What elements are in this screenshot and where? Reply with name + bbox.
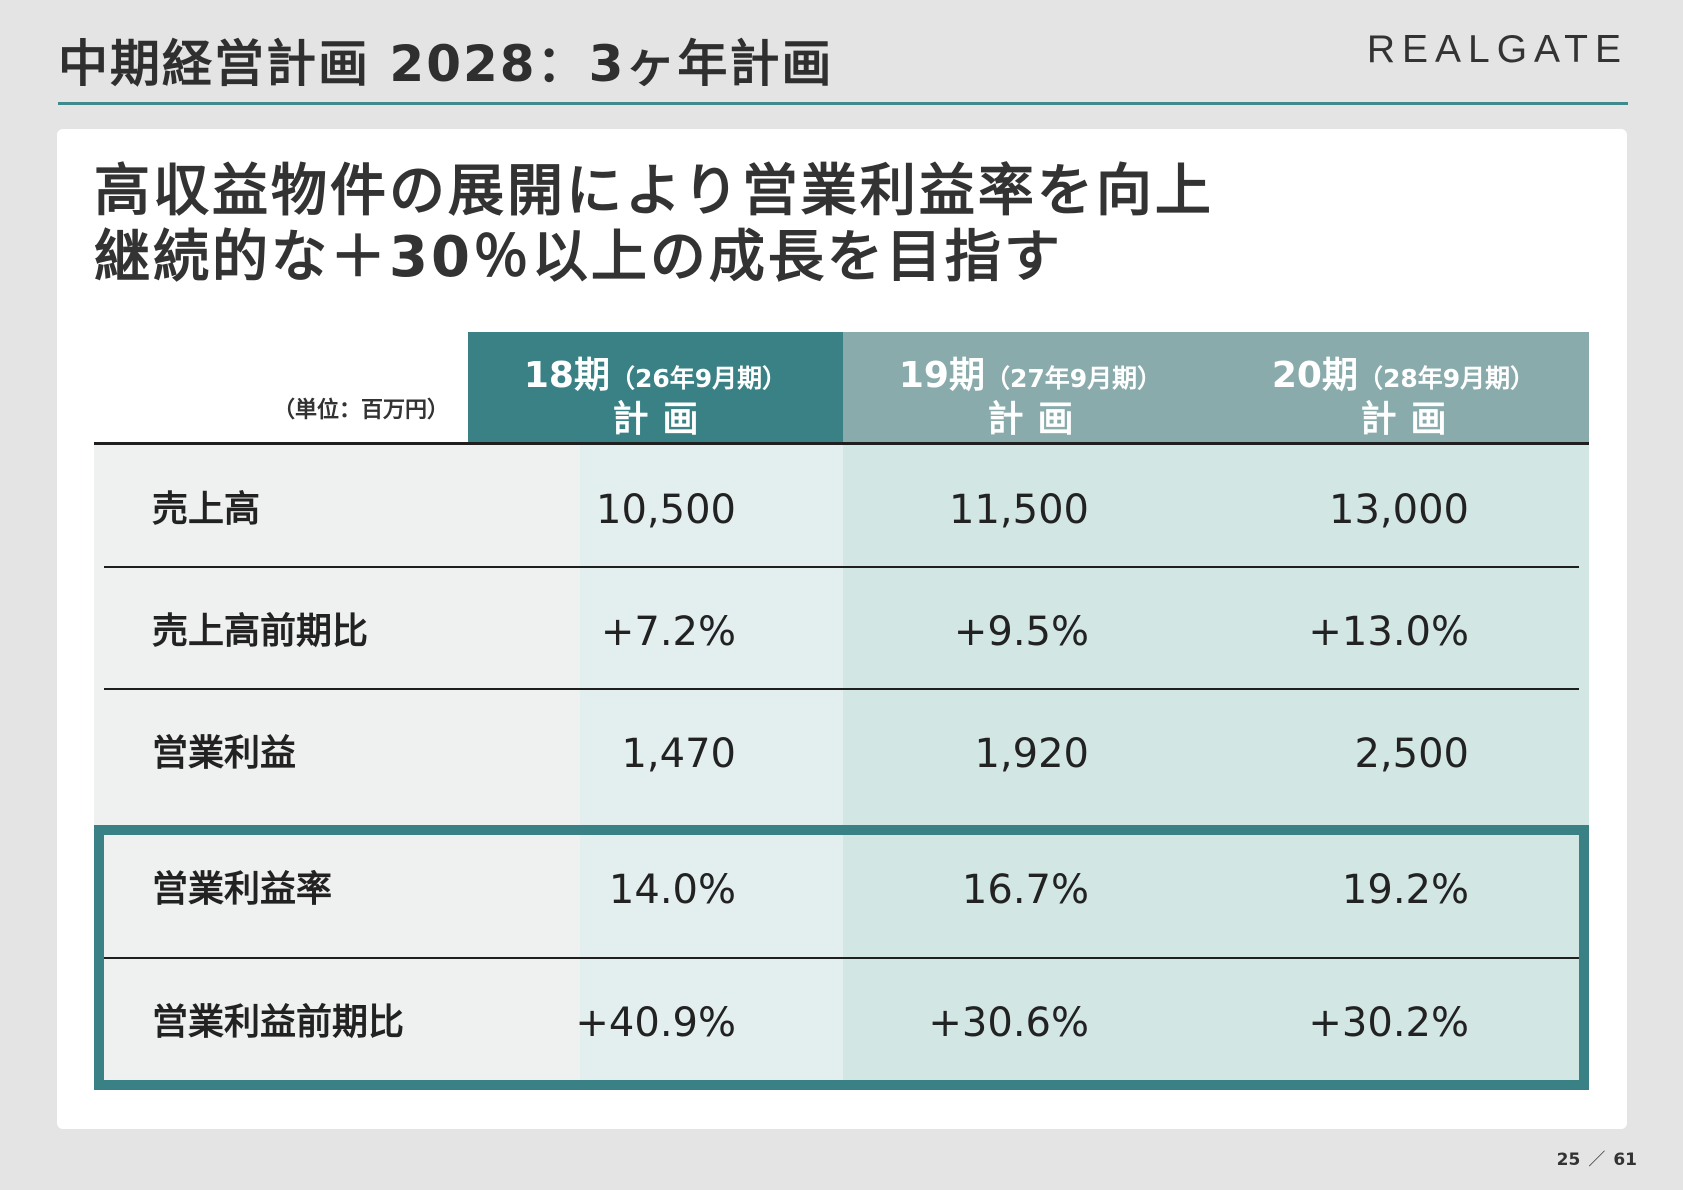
row-label: 売上高 xyxy=(152,489,261,530)
cell-fy19: 1,920 xyxy=(974,731,1089,777)
row-divider xyxy=(104,688,1579,690)
cell-fy18: 10,500 xyxy=(596,487,736,533)
cell-fy20: +13.0% xyxy=(1308,609,1469,655)
margin-highlight-box xyxy=(94,825,1589,1090)
column-header-fy20: 20期（28年9月期） 計画 xyxy=(1218,332,1589,442)
column-plan-label: 計画 xyxy=(987,399,1088,440)
headline: 高収益物件の展開により営業利益率を向上 継続的な＋30％以上の成長を目指す xyxy=(94,159,1214,291)
unit-label: （単位：百万円） xyxy=(272,398,449,423)
cell-fy18: +40.9% xyxy=(575,1000,736,1046)
column-fiscal-year: （26年9月期） xyxy=(609,364,788,393)
column-plan-label: 計画 xyxy=(1360,399,1461,440)
fy18-column-background xyxy=(580,445,843,1090)
column-period: 20期 xyxy=(1271,355,1358,396)
cell-fy20: 2,500 xyxy=(1354,731,1469,777)
row-label: 営業利益率 xyxy=(152,869,333,910)
page-number: 25 ／ 61 xyxy=(1557,1145,1637,1170)
page-header: 中期経営計画 2028：3ヶ年計画 REALGATE xyxy=(58,20,1628,105)
table-row-operating-profit-yoy: 営業利益前期比 +40.9% +30.6% +30.2% xyxy=(94,958,1589,1088)
row-divider xyxy=(104,566,1579,568)
row-divider xyxy=(104,957,1579,959)
cell-fy18: 1,470 xyxy=(621,731,736,777)
cell-fy19: +9.5% xyxy=(953,609,1089,655)
header-divider xyxy=(94,442,1589,445)
column-plan-label: 計画 xyxy=(612,399,713,440)
content-card: 高収益物件の展開により営業利益率を向上 継続的な＋30％以上の成長を目指す （単… xyxy=(57,129,1627,1129)
page-current: 25 xyxy=(1556,1150,1581,1170)
row-label: 売上高前期比 xyxy=(152,611,369,652)
headline-line-1: 高収益物件の展開により営業利益率を向上 xyxy=(94,159,1214,224)
headline-line-2: 継続的な＋30％以上の成長を目指す xyxy=(94,225,1063,290)
column-fiscal-year: （27年9月期） xyxy=(984,364,1163,393)
column-header-fy19: 19期（27年9月期） 計画 xyxy=(843,332,1218,442)
page-total: 61 xyxy=(1613,1150,1637,1170)
cell-fy20: 13,000 xyxy=(1329,487,1469,533)
table-row-sales-yoy: 売上高前期比 +7.2% +9.5% +13.0% xyxy=(94,567,1589,697)
label-column-background xyxy=(94,445,580,1090)
row-label: 営業利益 xyxy=(152,733,297,774)
brand-logo: REALGATE xyxy=(1366,28,1628,71)
row-label: 営業利益前期比 xyxy=(152,1002,405,1043)
table-row-operating-profit: 営業利益 1,470 1,920 2,500 xyxy=(94,689,1589,819)
table-row-operating-margin: 営業利益率 14.0% 16.7% 19.2% xyxy=(94,825,1589,955)
column-period: 19期 xyxy=(898,355,985,396)
column-header-fy18: 18期（26年9月期） 計画 xyxy=(468,332,843,442)
page-separator: ／ xyxy=(1588,1150,1606,1170)
cell-fy18: 14.0% xyxy=(608,867,736,913)
cell-fy20: 19.2% xyxy=(1341,867,1469,913)
column-fiscal-year: （28年9月期） xyxy=(1357,364,1536,393)
table-row-sales: 売上高 10,500 11,500 13,000 xyxy=(94,445,1589,575)
cell-fy19: +30.6% xyxy=(928,1000,1089,1046)
cell-fy19: 11,500 xyxy=(949,487,1089,533)
cell-fy19: 16.7% xyxy=(961,867,1089,913)
cell-fy20: +30.2% xyxy=(1308,1000,1469,1046)
cell-fy18: +7.2% xyxy=(600,609,736,655)
fy19-fy20-column-background xyxy=(843,445,1589,1090)
page-title: 中期経営計画 2028：3ヶ年計画 xyxy=(58,35,834,93)
column-period: 18期 xyxy=(523,355,610,396)
plan-table: （単位：百万円） 18期（26年9月期） 計画 19期（27年9月期） 計画 2… xyxy=(94,332,1589,1090)
